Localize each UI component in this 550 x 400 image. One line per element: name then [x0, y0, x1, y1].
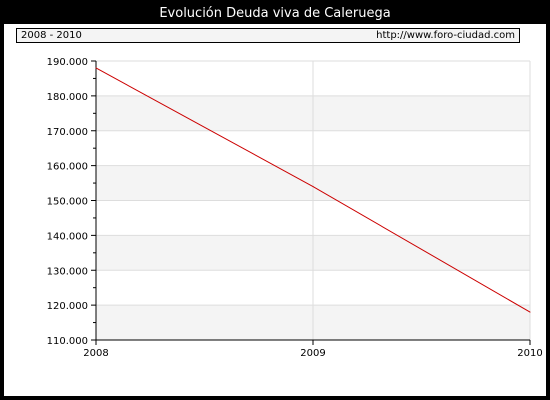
chart-canvas: 2008 - 2010 http://www.foro-ciudad.com 1…	[4, 24, 546, 396]
data-point	[529, 311, 531, 313]
year-range-label: 2008 - 2010	[21, 30, 82, 41]
data-point	[312, 186, 314, 188]
y-tick-label: 120.000	[47, 301, 88, 312]
x-tick-label: 2008	[83, 348, 108, 359]
x-tick-label: 2009	[300, 348, 325, 359]
chart-title: Evolución Deuda viva de Caleruega	[159, 6, 391, 21]
y-tick-label: 160.000	[47, 162, 88, 173]
y-tick-label: 140.000	[47, 231, 88, 242]
y-tick-label: 110.000	[47, 336, 88, 347]
info-bar: 2008 - 2010 http://www.foro-ciudad.com	[16, 28, 520, 43]
line-chart: 110.000 120.000 130.000 140.000 150.000 160.0…	[47, 57, 543, 359]
source-url-link[interactable]: http://www.foro-ciudad.com	[376, 30, 515, 41]
y-tick-label: 180.000	[47, 92, 88, 103]
y-tick-label: 130.000	[47, 266, 88, 277]
data-point	[95, 67, 97, 69]
y-tick-label: 170.000	[47, 127, 88, 138]
x-tick-label: 2010	[517, 348, 542, 359]
y-tick-label: 150.000	[47, 197, 88, 208]
y-tick-label: 190.000	[47, 57, 88, 68]
